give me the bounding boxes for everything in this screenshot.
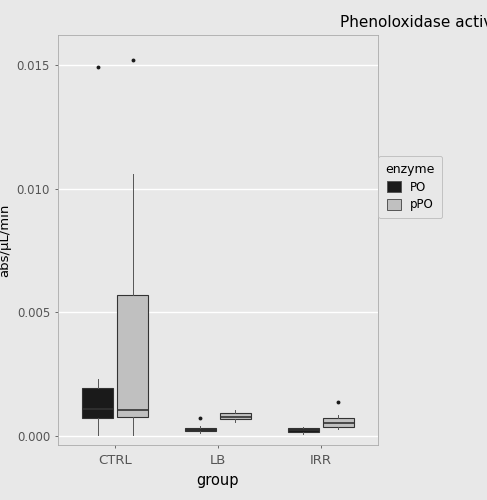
Bar — [220, 413, 251, 419]
Y-axis label: abs/μL/min: abs/μL/min — [0, 204, 11, 277]
Legend: PO, pPO: PO, pPO — [378, 156, 442, 218]
Bar — [288, 428, 319, 432]
Bar — [82, 388, 113, 418]
Bar — [323, 418, 354, 427]
X-axis label: group: group — [197, 472, 239, 488]
Bar — [117, 295, 148, 416]
Bar — [185, 428, 216, 432]
Title: Phenoloxidase activity: Phenoloxidase activity — [339, 14, 487, 30]
